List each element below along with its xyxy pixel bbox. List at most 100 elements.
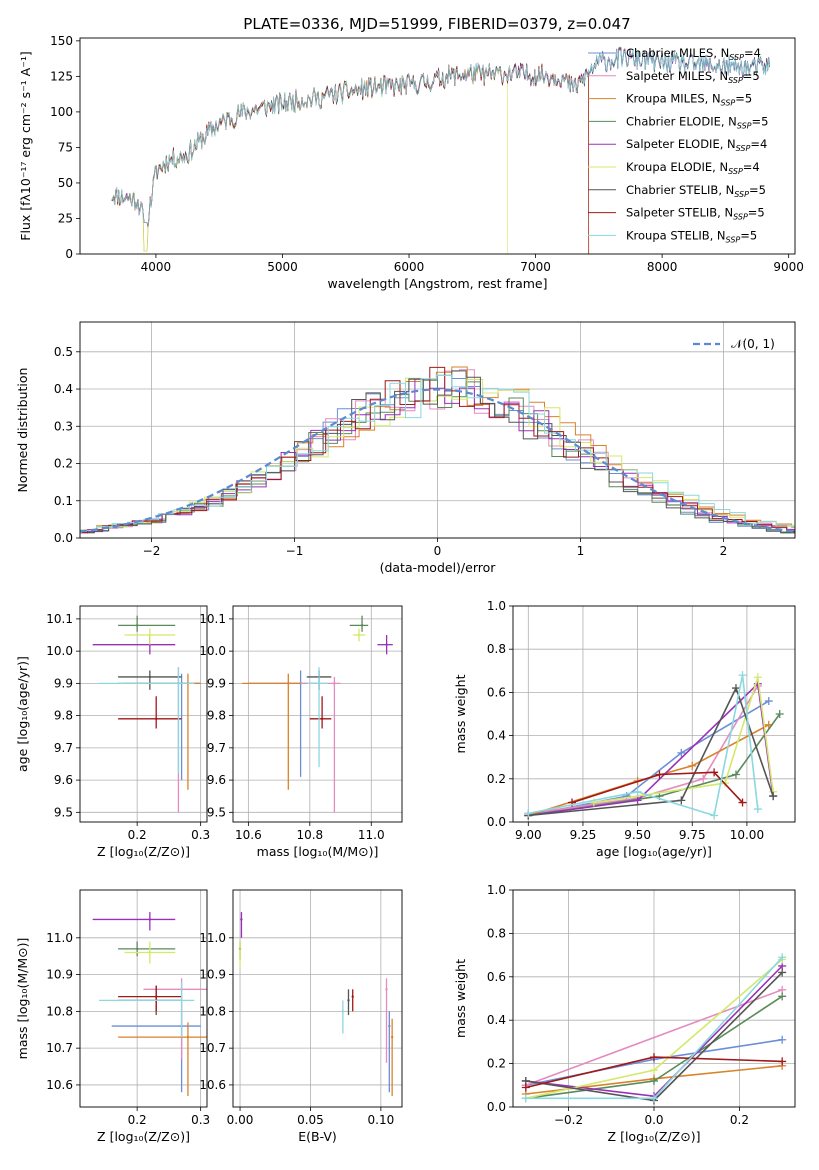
point-chabrier_elodie xyxy=(360,624,364,627)
point-salpeter_stelib xyxy=(320,717,324,721)
marker-kroupa_stelib xyxy=(524,809,533,818)
x-axis-label: Z [log₁₀(Z/Z⊙)] xyxy=(608,1129,701,1144)
marker-chabrier_stelib xyxy=(778,968,787,977)
y-tick-label: 50 xyxy=(58,176,73,190)
panel-residual_hist: −2 −1 0 1 2 0.0 0.1 0.2 0.3 0.4 0.5 (data-model)/er… xyxy=(15,321,796,575)
marker-chabrier_miles xyxy=(764,697,773,706)
x-tick-label: 8000 xyxy=(647,260,678,274)
marker-salpeter_stelib xyxy=(650,1053,658,1062)
y-tick-label: 0.0 xyxy=(487,1100,506,1114)
y-tick-label: 9.6 xyxy=(207,773,226,787)
marker-chabrier_elodie xyxy=(650,1076,658,1085)
panel-mass_vs_Z: 0.2 0.3 10.6 10.7 10.8 10.9 11.0 Z [log₁₀(Z/Z⊙)… xyxy=(15,889,210,1144)
x-tick-label: 0.05 xyxy=(297,1113,324,1127)
panel-age_vs_mass: 10.6 10.8 11.0 9.5 9.6 9.7 9.8 9.9 10.0 10.1 mass … xyxy=(199,605,403,859)
point-salpeter_stelib xyxy=(155,717,158,721)
y-tick-label: 0.0 xyxy=(54,531,73,545)
x-tick-label: 0.3 xyxy=(191,1113,210,1127)
point-salpeter_elodie xyxy=(385,643,388,646)
point-salpeter_stelib xyxy=(351,995,354,998)
y-tick-label: 150 xyxy=(50,34,73,48)
plot-area xyxy=(521,953,787,1105)
axes-frame xyxy=(79,321,796,539)
y-tick-label: 9.7 xyxy=(207,741,226,755)
point-chabrier_stelib xyxy=(347,999,350,1002)
y-tick-label: 9.6 xyxy=(54,773,73,787)
plot-area xyxy=(242,615,393,813)
x-tick-label: 0.2 xyxy=(730,1113,749,1127)
x-tick-label: −1 xyxy=(286,544,304,558)
point-kroupa_stelib xyxy=(317,682,321,685)
y-tick-label: 10.6 xyxy=(46,1078,73,1092)
x-tick-label: 9000 xyxy=(773,260,804,274)
y-tick-label: 0.1 xyxy=(54,494,73,508)
marker-chabrier_elodie xyxy=(775,710,784,718)
marker-chabrier_miles xyxy=(677,748,686,757)
y-axis-label: mass weight xyxy=(453,674,468,753)
marker-kroupa_elodie xyxy=(650,1066,658,1075)
y-tick-label: 0.8 xyxy=(487,642,506,656)
y-tick-label: 0.4 xyxy=(487,729,506,743)
legend-label-kroupa_elodie: Kroupa ELODIE, NSSP=4 xyxy=(626,160,760,176)
marker-salpeter_stelib xyxy=(655,770,664,779)
point-kroupa_miles xyxy=(186,1035,190,1039)
y-axis-label: age [log₁₀(age/yr)] xyxy=(15,656,30,772)
y-tick-label: 0.0 xyxy=(487,815,506,829)
point-kroupa_elodie xyxy=(148,633,152,637)
marker-kroupa_stelib xyxy=(633,787,642,796)
y-tick-label: 9.5 xyxy=(54,805,73,819)
x-tick-label: 9.75 xyxy=(679,828,706,842)
marker-salpeter_miles xyxy=(699,774,708,783)
y-axis-label: Flux [fλ10⁻¹⁷ erg cm⁻² s⁻¹ A⁻¹] xyxy=(18,51,33,240)
marker-chabrier_miles xyxy=(778,1035,787,1044)
x-tick-label: 0.2 xyxy=(128,1113,147,1127)
marker-chabrier_stelib xyxy=(731,684,740,693)
x-axis-label: wavelength [Angstrom, rest frame] xyxy=(327,276,547,291)
hist-step-kroupa_stelib xyxy=(80,374,795,534)
y-tick-label: 9.9 xyxy=(54,676,73,690)
panel-age_vs_Z: 0.2 0.3 9.5 9.6 9.7 9.8 9.9 10.0 10.1 Z [log₁₀(Z/… xyxy=(15,605,210,859)
hist-step-chabrier_stelib xyxy=(80,370,795,534)
x-tick-label: 9.50 xyxy=(624,828,651,842)
x-tick-label: −0.2 xyxy=(554,1113,583,1127)
marker-salpeter_stelib xyxy=(778,1057,787,1066)
legend-label-salpeter_miles: Salpeter MILES, NSSP=5 xyxy=(626,69,760,85)
plot-area xyxy=(80,366,795,534)
marker-kroupa_miles xyxy=(688,761,697,770)
marker-kroupa_elodie xyxy=(753,673,762,682)
point-kroupa_miles xyxy=(287,682,290,685)
y-tick-label: 10.0 xyxy=(199,644,226,658)
point-kroupa_stelib xyxy=(177,682,180,685)
point-kroupa_miles xyxy=(390,1035,394,1039)
marker-chabrier_elodie xyxy=(778,992,787,1001)
marker-salpeter_elodie xyxy=(633,796,642,805)
x-tick-label: 10.8 xyxy=(296,828,323,842)
panel-spectrum: 4000 5000 6000 7000 8000 9000 0 25 50 75 100 125 150… xyxy=(18,34,804,291)
point-salpeter_elodie xyxy=(240,918,243,921)
point-chabrier_miles xyxy=(388,1024,391,1028)
point-chabrier_elodie xyxy=(135,624,139,627)
y-tick-label: 10.0 xyxy=(46,644,73,658)
y-tick-label: 100 xyxy=(50,105,73,119)
x-tick-label: 2 xyxy=(720,544,728,558)
x-tick-label: 0.0 xyxy=(644,1113,663,1127)
marker-chabrier_elodie xyxy=(731,770,740,779)
plot-area xyxy=(92,912,207,1096)
y-tick-label: 10.6 xyxy=(199,1078,226,1092)
marker-kroupa_stelib xyxy=(710,811,719,820)
axes-frame xyxy=(512,605,796,823)
legend-label-chabrier_elodie: Chabrier ELODIE, NSSP=5 xyxy=(626,114,768,130)
x-tick-label: 10.6 xyxy=(235,828,262,842)
marker-kroupa_stelib xyxy=(778,953,787,962)
x-tick-label: 0.2 xyxy=(128,828,147,842)
point-kroupa_elodie xyxy=(238,951,242,954)
panel-massweight_vs_age: 9.00 9.25 9.50 9.75 10.00 0.0 0.2 0.4 0.6 0.8 1.0 a… xyxy=(453,599,796,859)
panel-massweight_vs_Z: −0.2 0.0 0.2 0.0 0.2 0.4 0.6 0.8 1.0 Z [log₁₀(Z/Z… xyxy=(453,883,796,1144)
marker-chabrier_stelib xyxy=(677,796,686,805)
y-tick-label: 0.4 xyxy=(54,382,73,396)
plot-area xyxy=(111,46,771,254)
legend-label-chabrier_stelib: Chabrier STELIB, NSSP=5 xyxy=(626,183,766,199)
plot-area xyxy=(524,671,784,820)
y-tick-label: 0.5 xyxy=(54,345,73,359)
marker-kroupa_stelib xyxy=(753,805,762,814)
